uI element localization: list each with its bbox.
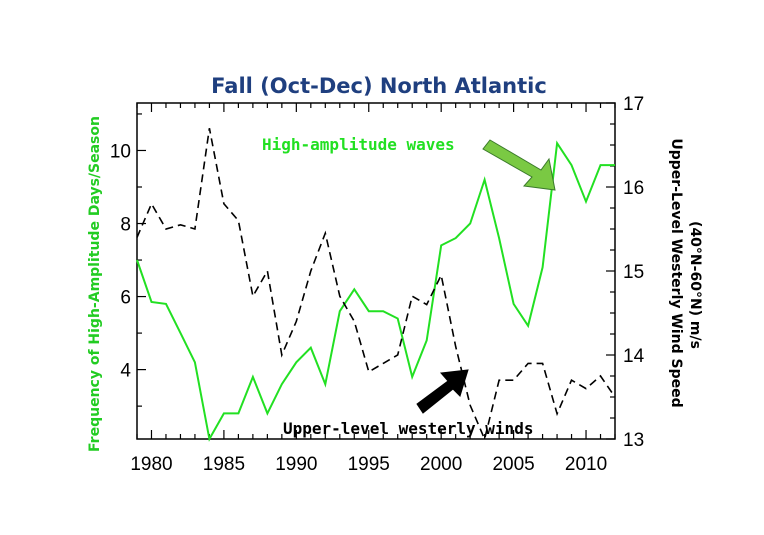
x-tick-label: 2005 xyxy=(492,454,534,475)
x-tick-label: 2000 xyxy=(420,454,462,475)
series-line-waves xyxy=(136,140,615,442)
annotation-winds-label: Upper-level westerly winds xyxy=(283,419,533,438)
x-tick-label: 2010 xyxy=(565,454,607,475)
right-axis-label-line2: (40°N-60°N) m/s xyxy=(687,221,703,349)
annotation-arrow-winds xyxy=(416,369,469,414)
x-tick-label: 1990 xyxy=(275,454,317,475)
series-line-winds xyxy=(136,128,616,442)
right-axis-label-line1: Upper-Level Westerly Wind Speed xyxy=(668,138,684,407)
y-right-tick-label: 16 xyxy=(623,178,644,199)
y-left-tick-label: 10 xyxy=(110,141,131,162)
y-left-tick-label: 4 xyxy=(120,361,131,382)
y-right-tick-label: 13 xyxy=(623,430,644,451)
x-tick-label: 1985 xyxy=(203,454,245,475)
x-tick-label: 1980 xyxy=(130,454,172,475)
y-right-tick-label: 14 xyxy=(623,346,645,367)
x-tick-label: 1995 xyxy=(348,454,390,475)
left-axis-label: Frequency of High-Amplitude Days/Season xyxy=(87,116,103,452)
y-right-tick-label: 15 xyxy=(623,262,644,283)
annotation-waves-label: High-amplitude waves xyxy=(262,135,455,154)
y-left-tick-label: 8 xyxy=(120,215,131,236)
annotation-arrow-waves xyxy=(482,139,556,191)
y-left-tick-label: 6 xyxy=(120,288,131,309)
y-right-tick-label: 17 xyxy=(623,94,644,115)
chart-title: Fall (Oct-Dec) North Atlantic xyxy=(211,74,547,98)
